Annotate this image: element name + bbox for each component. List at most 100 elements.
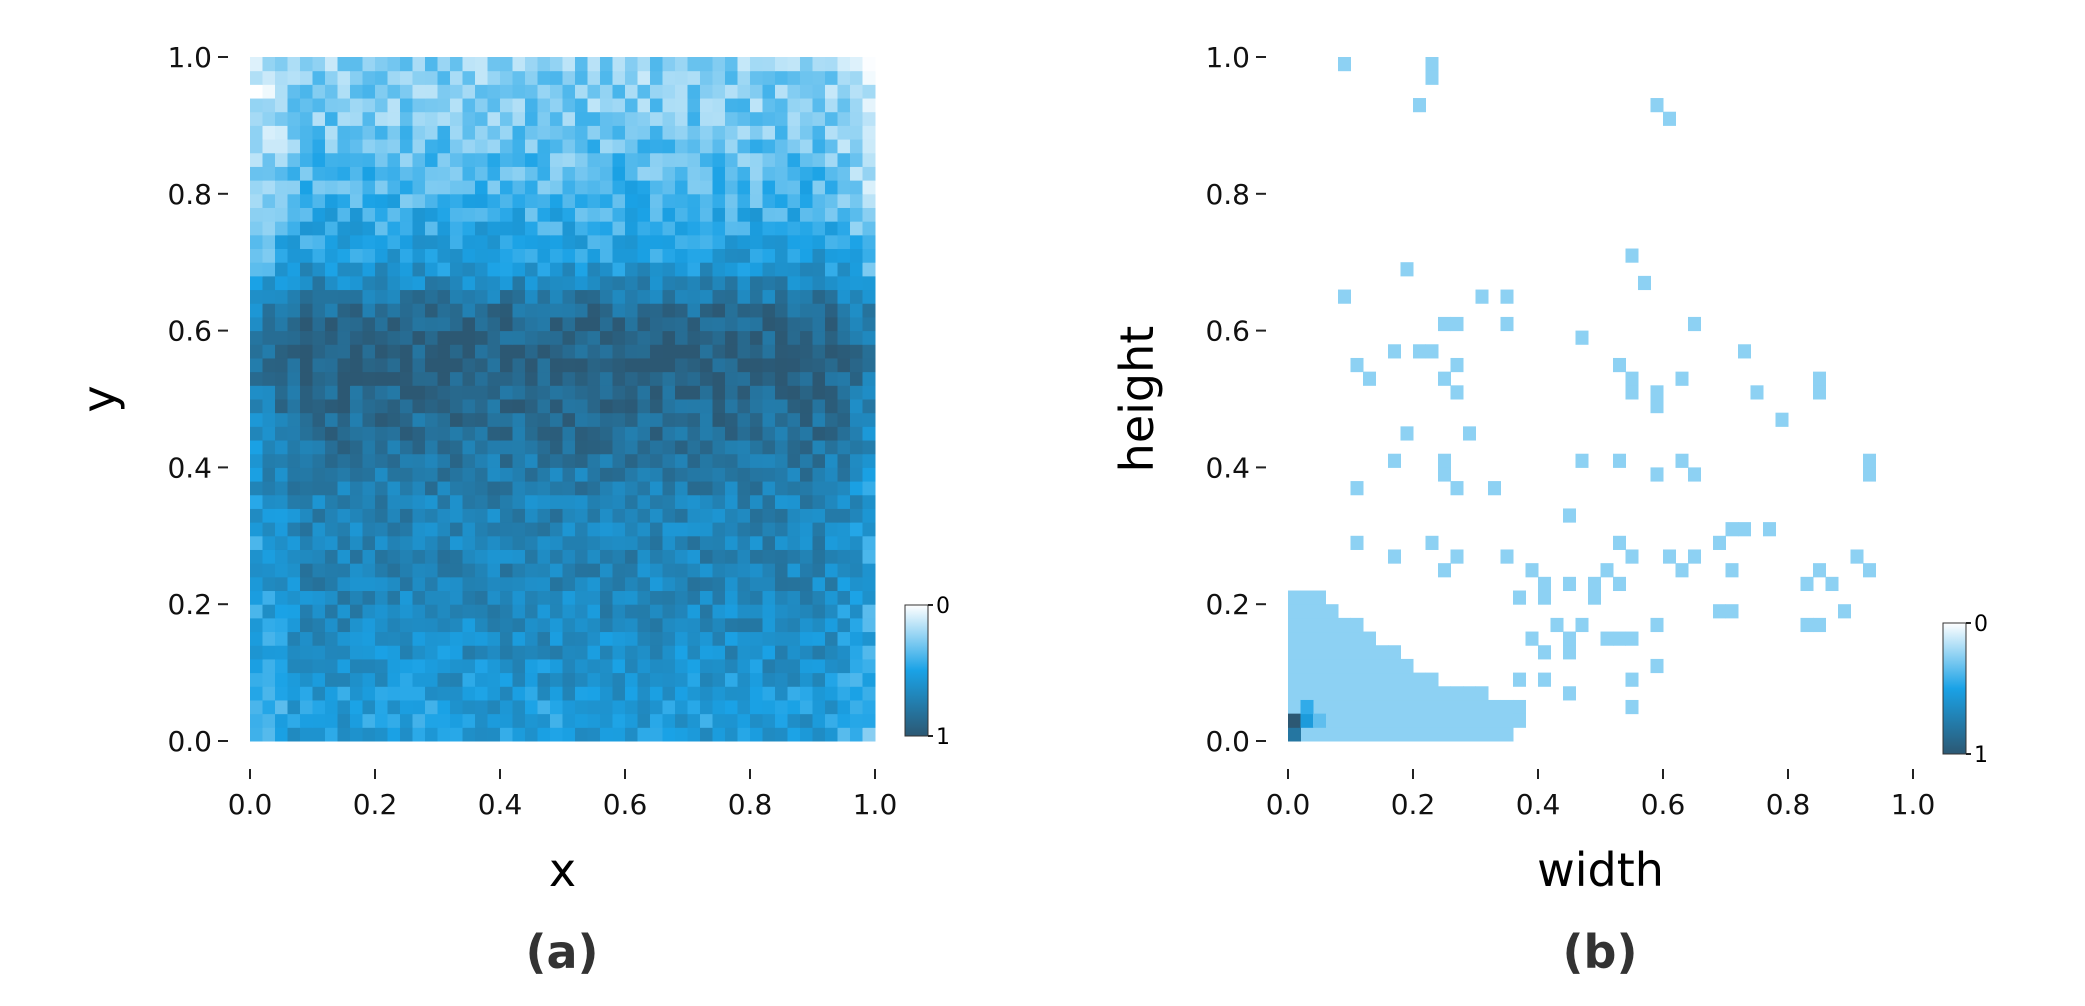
heatmap-cell — [387, 453, 401, 468]
heatmap-cell — [800, 686, 813, 701]
heatmap-cell — [1363, 727, 1376, 742]
heatmap-cell — [537, 330, 551, 345]
heatmap-cell — [337, 563, 351, 578]
heatmap-cell — [725, 385, 738, 400]
heatmap-cell — [400, 70, 413, 85]
heatmap-cell — [1438, 467, 1451, 482]
heatmap-cell — [787, 357, 801, 373]
heatmap-cell — [712, 658, 726, 674]
heatmap-cell — [575, 357, 588, 373]
heatmap-cell — [537, 508, 551, 523]
heatmap-cell — [375, 494, 388, 509]
heatmap-cell — [375, 57, 388, 72]
heatmap-cell — [1650, 467, 1664, 482]
heatmap-cell — [450, 344, 463, 359]
heatmap-cell — [300, 508, 313, 523]
heatmap-cell — [612, 399, 626, 414]
heatmap-cell — [250, 658, 263, 674]
heatmap-cell — [425, 385, 438, 400]
heatmap-cell — [675, 686, 688, 701]
heatmap-cell — [350, 617, 363, 633]
heatmap-cell — [325, 166, 338, 181]
heatmap-cell — [662, 549, 676, 564]
heatmap-cell — [350, 481, 363, 496]
heatmap-cell — [300, 686, 313, 701]
heatmap-cell — [412, 207, 426, 222]
heatmap-cell — [362, 357, 376, 373]
heatmap-cell — [750, 604, 763, 619]
heatmap-cell — [800, 631, 813, 646]
heatmap-cell — [375, 111, 388, 126]
heatmap-cell — [500, 139, 513, 154]
heatmap-cell — [750, 357, 763, 373]
heatmap-cell — [300, 166, 313, 181]
heatmap-cell — [1350, 699, 1364, 715]
heatmap-cell — [687, 125, 701, 140]
heatmap-cell — [762, 234, 776, 250]
heatmap-cell — [737, 371, 751, 386]
heatmap-cell — [412, 385, 426, 400]
heatmap-cell — [612, 727, 626, 742]
heatmap-cell — [275, 111, 288, 126]
heatmap-cell — [425, 727, 438, 742]
heatmap-cell — [600, 70, 613, 85]
heatmap-cell — [712, 234, 726, 250]
heatmap-cell — [350, 303, 363, 318]
heatmap-cell — [337, 522, 351, 537]
heatmap-cell — [425, 330, 438, 345]
heatmap-cell — [800, 590, 813, 605]
heatmap-cell — [462, 139, 476, 154]
heatmap-cell — [375, 84, 388, 99]
heatmap-cell — [612, 125, 626, 140]
heatmap-cell — [1638, 275, 1651, 291]
heatmap-cell — [725, 467, 738, 482]
heatmap-cell — [725, 645, 738, 660]
heatmap-cell — [262, 303, 276, 318]
heatmap-cell — [475, 166, 488, 181]
heatmap-cell — [825, 275, 838, 291]
heatmap-cell — [475, 371, 488, 386]
heatmap-cell — [450, 385, 463, 400]
heatmap-cell — [1438, 699, 1451, 715]
heatmap-cell — [750, 234, 763, 250]
heatmap-cell — [837, 481, 851, 496]
heatmap-cell — [1513, 590, 1526, 605]
heatmap-cell — [687, 699, 701, 715]
heatmap-cell — [487, 248, 501, 263]
heatmap-cell — [600, 658, 613, 674]
heatmap-cell — [587, 180, 601, 195]
heatmap-cell — [675, 563, 688, 578]
heatmap-cell — [725, 522, 738, 537]
heatmap-cell — [1375, 658, 1389, 674]
heatmap-cell — [425, 645, 438, 660]
heatmap-cell — [1313, 672, 1326, 687]
heatmap-cell — [387, 330, 401, 345]
heatmap-cell — [325, 508, 338, 523]
heatmap-cell — [1625, 672, 1639, 687]
heatmap-cell — [487, 316, 501, 332]
heatmap-cell — [525, 686, 538, 701]
heatmap-cell — [737, 590, 751, 605]
heatmap-cell — [787, 549, 801, 564]
heatmap-cell — [812, 440, 826, 455]
heatmap-cell — [662, 426, 676, 441]
heatmap-cell — [300, 330, 313, 345]
heatmap-cell — [487, 221, 501, 236]
heatmap-cell — [1800, 617, 1814, 633]
heatmap-cell — [700, 330, 713, 345]
heatmap-cell — [725, 617, 738, 633]
heatmap-cell — [775, 180, 788, 195]
heatmap-cell — [637, 658, 651, 674]
heatmap-cell — [612, 563, 626, 578]
heatmap-cell — [862, 399, 876, 414]
heatmap-cell — [337, 481, 351, 496]
heatmap-cell — [612, 152, 626, 167]
panel-b-y-tick-label: 0.2 — [1205, 588, 1250, 621]
heatmap-cell — [1650, 385, 1664, 400]
heatmap-cell — [525, 563, 538, 578]
heatmap-cell — [737, 727, 751, 742]
heatmap-cell — [512, 139, 526, 154]
heatmap-cell — [287, 727, 301, 742]
heatmap-cell — [275, 207, 288, 222]
heatmap-cell — [737, 494, 751, 509]
